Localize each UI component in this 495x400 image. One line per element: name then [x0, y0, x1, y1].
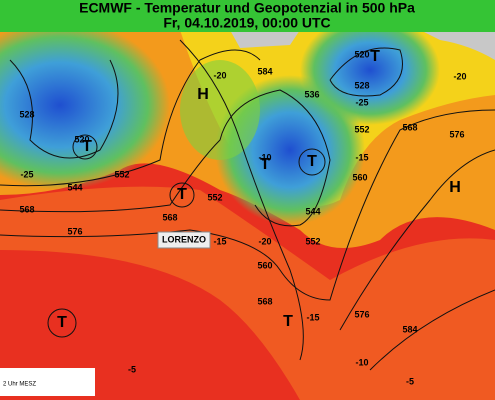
temperature-label: -10 [258, 152, 271, 162]
temperature-label: -20 [213, 70, 226, 80]
contour-label: 560 [257, 260, 272, 270]
contour-label: 544 [305, 206, 320, 216]
title: ECMWF - Temperatur und Geopotenzial in 5… [79, 0, 415, 16]
pressure-system: T [57, 314, 67, 331]
contour-label: 552 [207, 192, 222, 202]
contour-label: 560 [352, 172, 367, 182]
warm-zone [0, 186, 495, 400]
contour-label: 520 [354, 49, 369, 59]
temperature-label: -15 [306, 312, 319, 322]
cold-air [180, 60, 260, 160]
no-data [230, 30, 300, 48]
temperature-label: -20 [453, 71, 466, 81]
contours [0, 39, 495, 371]
contour-label: 584 [402, 324, 417, 334]
temperature-label: -15 [213, 236, 226, 246]
contour-label: 568 [162, 212, 177, 222]
temperature-label: -5 [128, 364, 136, 374]
contour-label: 528 [19, 109, 34, 119]
temperature-label: -25 [355, 97, 368, 107]
contour-label: 576 [449, 129, 464, 139]
contour-label: 576 [67, 226, 82, 236]
contour-label: 568 [19, 204, 34, 214]
temperature-label: -5 [406, 376, 414, 386]
pressure-system: H [449, 179, 461, 196]
footer-box [0, 368, 95, 396]
contour-label: 552 [114, 169, 129, 179]
storm-label: LORENZO [162, 234, 206, 244]
pressure-system: T [260, 156, 270, 173]
contour-label: 552 [354, 124, 369, 134]
footer-text: 2 Uhr MESZ [3, 382, 36, 388]
storm-label-box [157, 231, 211, 249]
cold-air [300, 15, 440, 125]
contour-label: 568 [402, 122, 417, 132]
temperature-label: -15 [355, 152, 368, 162]
pressure-system: H [197, 86, 209, 103]
cold-air [0, 20, 170, 190]
contour-label: 552 [305, 236, 320, 246]
contour-label: 544 [67, 182, 82, 192]
contour-label: 536 [304, 89, 319, 99]
temperature-label: -20 [258, 236, 271, 246]
no-data [420, 30, 495, 60]
pressure-system: T [177, 186, 187, 203]
contour-label: 568 [257, 296, 272, 306]
temperature-label: -10 [355, 357, 368, 367]
contour-label: 576 [354, 309, 369, 319]
pressure-system: T [370, 48, 380, 65]
contour-label: 528 [354, 80, 369, 90]
contour-label: 584 [257, 66, 272, 76]
header-bar [0, 0, 495, 32]
pressure-system: T [82, 138, 92, 155]
pressure-system: T [283, 313, 293, 330]
pressure-system: T [307, 153, 317, 170]
subtitle: Fr, 04.10.2019, 00:00 UTC [163, 15, 330, 31]
temperature-label: -25 [20, 169, 33, 179]
contour-label: 520 [74, 134, 89, 144]
